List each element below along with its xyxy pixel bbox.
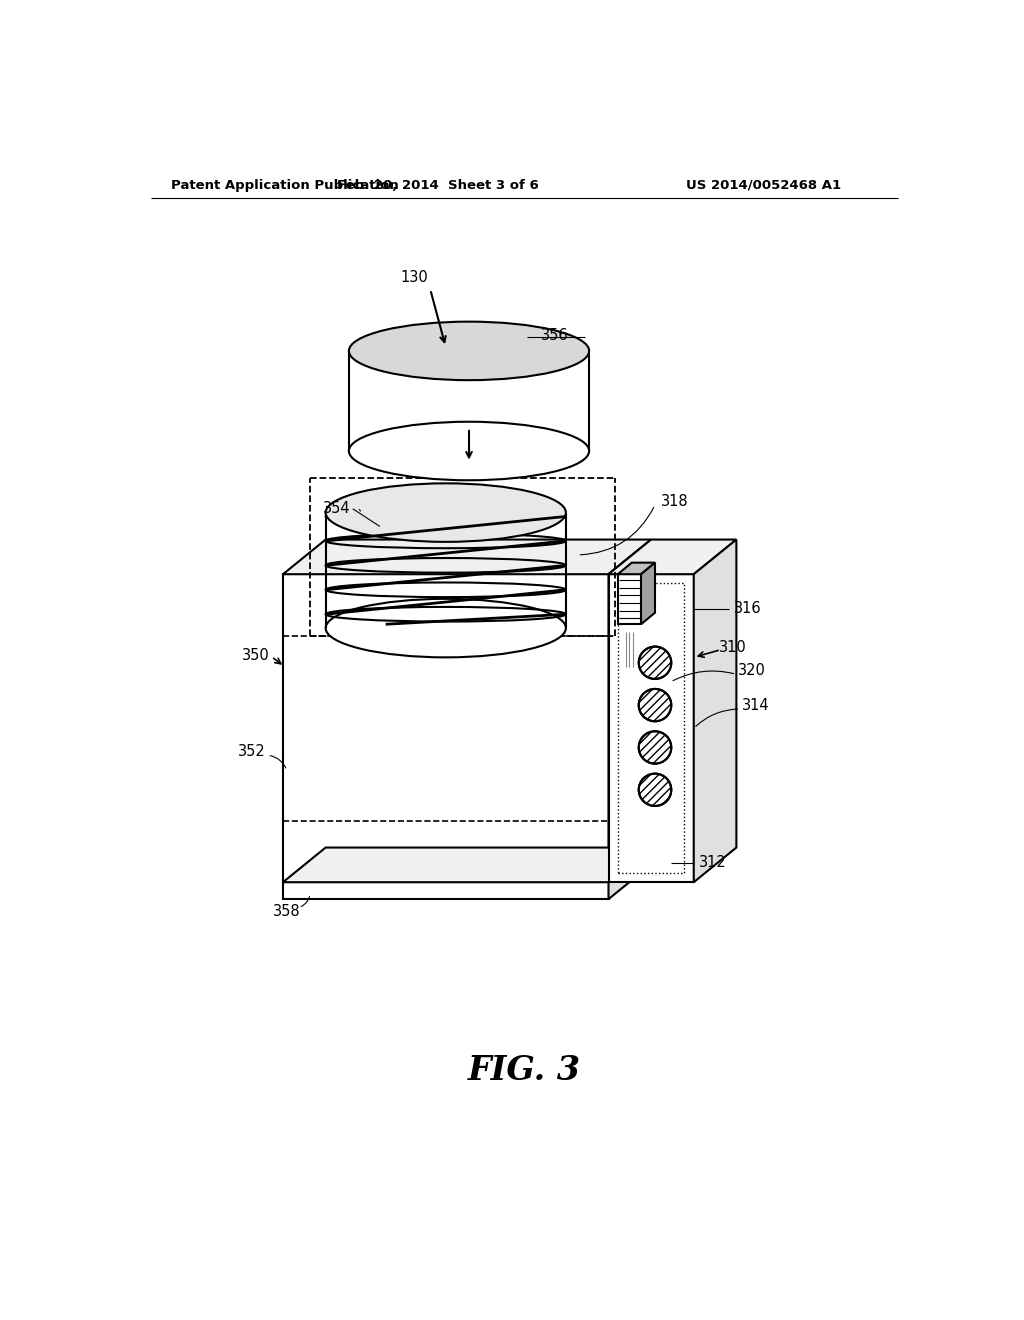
Circle shape — [639, 774, 672, 807]
Bar — [283, 574, 608, 882]
Polygon shape — [283, 540, 651, 574]
Polygon shape — [608, 540, 736, 574]
Text: FIG. 3: FIG. 3 — [468, 1055, 582, 1088]
Text: 318: 318 — [660, 494, 688, 508]
Polygon shape — [617, 562, 655, 574]
Bar — [617, 583, 684, 873]
Text: US 2014/0052468 A1: US 2014/0052468 A1 — [686, 178, 841, 191]
Polygon shape — [608, 540, 651, 882]
Text: 130: 130 — [400, 271, 429, 285]
Text: 316: 316 — [734, 602, 762, 616]
Text: 354: 354 — [324, 502, 351, 516]
Text: Feb. 20, 2014  Sheet 3 of 6: Feb. 20, 2014 Sheet 3 of 6 — [337, 178, 539, 191]
Bar — [608, 574, 693, 882]
Text: Patent Application Publication: Patent Application Publication — [171, 178, 398, 191]
Polygon shape — [608, 847, 651, 899]
Ellipse shape — [326, 599, 566, 657]
Polygon shape — [283, 847, 651, 882]
Text: 358: 358 — [273, 904, 301, 919]
Polygon shape — [641, 562, 655, 624]
Text: 312: 312 — [699, 855, 727, 870]
Text: 314: 314 — [742, 697, 770, 713]
Ellipse shape — [326, 483, 566, 543]
Text: 350: 350 — [242, 648, 269, 663]
Text: 310: 310 — [719, 640, 746, 655]
Bar — [283, 882, 608, 899]
Circle shape — [639, 647, 672, 678]
Bar — [617, 574, 641, 624]
Circle shape — [639, 731, 672, 763]
Polygon shape — [693, 540, 736, 882]
Text: 352: 352 — [239, 743, 266, 759]
Ellipse shape — [349, 322, 589, 380]
Text: 356: 356 — [541, 327, 568, 343]
Text: 320: 320 — [738, 663, 766, 678]
Ellipse shape — [349, 422, 589, 480]
Circle shape — [639, 689, 672, 721]
